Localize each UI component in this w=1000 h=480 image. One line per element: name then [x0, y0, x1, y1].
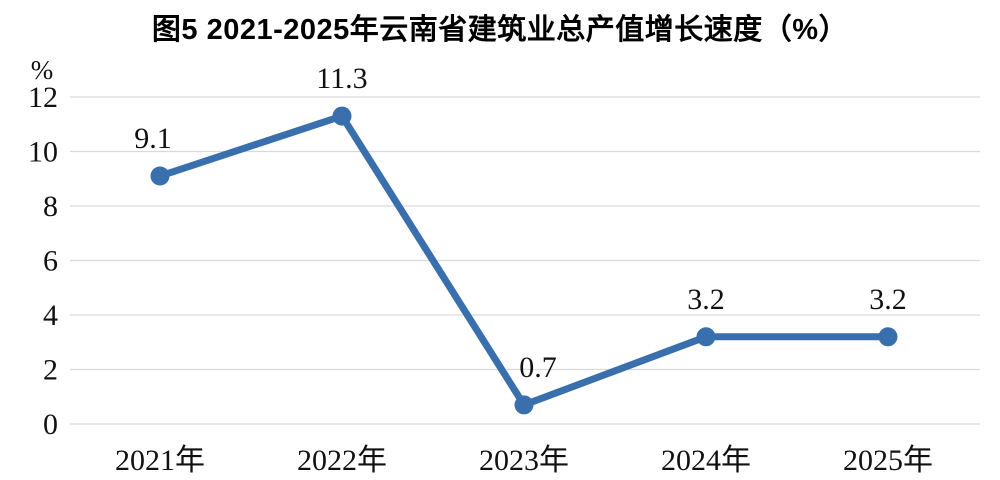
y-tick-label: 12 — [28, 81, 58, 114]
data-point — [332, 106, 352, 126]
data-point — [150, 166, 170, 186]
y-tick-label: 6 — [43, 245, 58, 278]
data-point — [514, 395, 534, 415]
x-tick-label: 2024年 — [661, 444, 751, 477]
y-tick-label: 2 — [43, 354, 58, 387]
data-point-label: 0.7 — [519, 351, 557, 384]
x-tick-label: 2021年 — [115, 444, 205, 477]
y-axis-unit-label: % — [31, 55, 54, 85]
x-tick-label: 2022年 — [297, 444, 387, 477]
y-tick-label: 10 — [28, 136, 58, 169]
data-point — [696, 327, 716, 347]
y-tick-label: 8 — [43, 190, 58, 223]
chart-title: 图5 2021-2025年云南省建筑业总产值增长速度（%） — [151, 14, 849, 46]
data-point-label: 3.2 — [869, 283, 907, 316]
data-point — [878, 327, 898, 347]
x-tick-label: 2023年 — [479, 444, 569, 477]
data-point-label: 9.1 — [134, 122, 172, 155]
data-point-label: 3.2 — [687, 283, 725, 316]
y-tick-label: 0 — [43, 408, 58, 441]
x-tick-label: 2025年 — [843, 444, 933, 477]
data-point-label: 11.3 — [316, 62, 367, 95]
y-tick-label: 4 — [43, 299, 58, 332]
